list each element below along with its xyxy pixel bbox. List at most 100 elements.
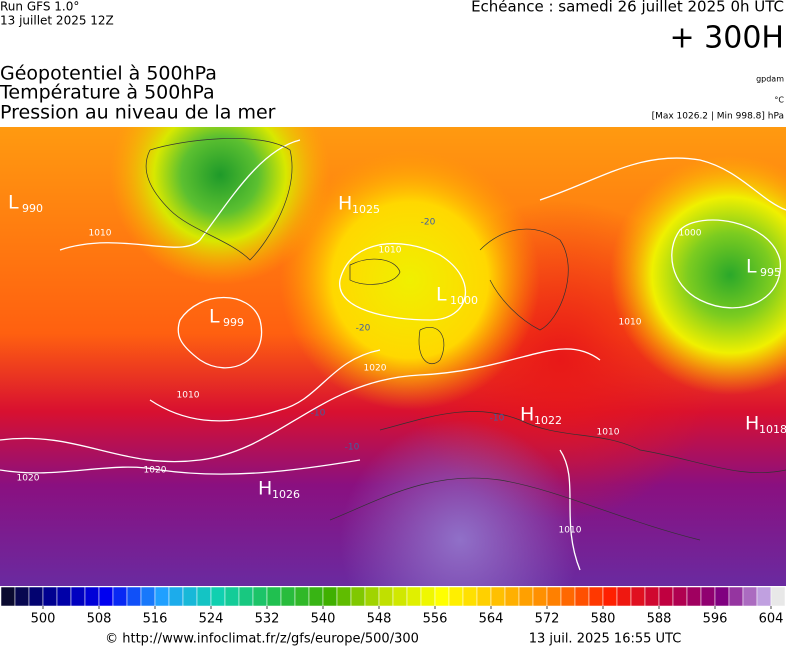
pressure-center: L 990 (8, 192, 43, 216)
run-date: 13 juillet 2025 12Z (0, 14, 114, 28)
colorbar-label: 564 (479, 612, 504, 627)
colorbar-swatch (336, 586, 352, 607)
coastlines (145, 138, 786, 541)
center-letter: L (209, 306, 220, 328)
center-letter: H (338, 193, 352, 215)
map-field (0, 127, 786, 586)
colorbar-swatch (322, 586, 338, 607)
colorbar-swatch (0, 586, 16, 607)
isobar-label: 1010 (559, 526, 582, 536)
colorbar-swatch (182, 586, 198, 607)
colorbar-swatch (770, 586, 786, 607)
colorbar-label: 524 (199, 612, 224, 627)
isobar-label: 1010 (597, 428, 620, 438)
map-title: Géopotentiel à 500hPa (0, 63, 217, 85)
colorbar-label: 500 (31, 612, 56, 627)
colorbar-swatch (630, 586, 646, 607)
colorbar-label: 516 (143, 612, 168, 627)
colorbar-swatch (56, 586, 72, 607)
valid-time: Echéance : samedi 26 juillet 2025 0h UTC (471, 0, 784, 16)
center-letter: H (520, 404, 534, 426)
colorbar-label: 588 (647, 612, 672, 627)
colorbar-swatch (532, 586, 548, 607)
colorbar-swatch (224, 586, 240, 607)
pressure-center: H 1025 (338, 193, 380, 217)
colorbar-swatch (350, 586, 366, 607)
colorbar-swatch (70, 586, 86, 607)
unit-temperature: °C (774, 96, 784, 105)
colorbar-swatch (98, 586, 114, 607)
colorbar-swatch (504, 586, 520, 607)
isobar-label: 1010 (89, 229, 112, 239)
colorbar-label: 596 (703, 612, 728, 627)
pressure-center: H 1026 (258, 478, 300, 502)
unit-geopotential: gpdam (756, 75, 784, 84)
colorbar-swatch (84, 586, 100, 607)
colorbar-label: 604 (759, 612, 784, 627)
center-letter: L (436, 284, 447, 306)
colorbar-swatch (14, 586, 30, 607)
colorbar: 500 508 516 524 532 540 548 556 564 572 580 588 596 6… (0, 586, 786, 627)
colorbar-swatch (252, 586, 268, 607)
temperature-label: -10 (311, 409, 326, 419)
colorbar-swatch (238, 586, 254, 607)
colorbar-swatch (462, 586, 478, 607)
isobar-label: 1000 (679, 229, 702, 239)
colorbar-swatch (126, 586, 142, 607)
center-value: 1025 (352, 203, 380, 216)
isobar-label: 1020 (364, 364, 387, 374)
colorbar-swatch (560, 586, 576, 607)
colorbar-swatch (686, 586, 702, 607)
pressure-center: H 1018 (745, 413, 786, 437)
colorbar-swatch (518, 586, 534, 607)
center-value: 1000 (450, 294, 478, 307)
colorbar-swatch (168, 586, 184, 607)
isobar-label: 1010 (619, 318, 642, 328)
colorbar-swatch (672, 586, 688, 607)
colorbar-label: 580 (591, 612, 616, 627)
temperature-label: -10 (345, 443, 360, 453)
isobar-label: 1010 (379, 246, 402, 256)
colorbar-swatch (644, 586, 660, 607)
colorbar-swatch (658, 586, 674, 607)
map-title: Température à 500hPa (0, 82, 215, 104)
colorbar-swatch (420, 586, 436, 607)
center-letter: H (258, 478, 272, 500)
colorbar-swatch (378, 586, 394, 607)
colorbar-swatch (490, 586, 506, 607)
center-value: 1018 (759, 423, 786, 436)
colorbar-swatch (700, 586, 716, 607)
colorbar-swatch (406, 586, 422, 607)
colorbar-label: 572 (535, 612, 560, 627)
colorbar-swatch (196, 586, 212, 607)
run-label: Run GFS 1.0° (0, 0, 79, 14)
colorbar-swatch (154, 586, 170, 607)
colorbar-swatch (308, 586, 324, 607)
center-letter: L (746, 256, 757, 278)
colorbar-label: 508 (87, 612, 112, 627)
center-letter: L (8, 192, 19, 214)
pressure-center: H 1022 (520, 404, 562, 428)
colorbar-swatch (434, 586, 450, 607)
map-title: Pression au niveau de la mer (0, 102, 276, 124)
isobar-label: 1020 (144, 466, 167, 476)
colorbar-swatch (140, 586, 156, 607)
colorbar-swatch (42, 586, 58, 607)
pressure-range: [Max 1026.2 | Min 998.8] hPa (652, 112, 784, 122)
footer-generated: 13 juil. 2025 16:55 UTC (529, 632, 682, 647)
map (0, 127, 786, 586)
isobar-label: 1020 (17, 474, 40, 484)
isobar-label: 1010 (177, 391, 200, 401)
colorbar-swatch (616, 586, 632, 607)
colorbar-swatch (112, 586, 128, 607)
colorbar-swatch (714, 586, 730, 607)
colorbar-swatch (588, 586, 604, 607)
colorbar-label: 548 (367, 612, 392, 627)
colorbar-swatch (448, 586, 464, 607)
colorbar-label: 540 (311, 612, 336, 627)
footer-source: © http://www.infoclimat.fr/z/gfs/europe/… (105, 632, 419, 647)
center-value: 995 (760, 266, 781, 279)
